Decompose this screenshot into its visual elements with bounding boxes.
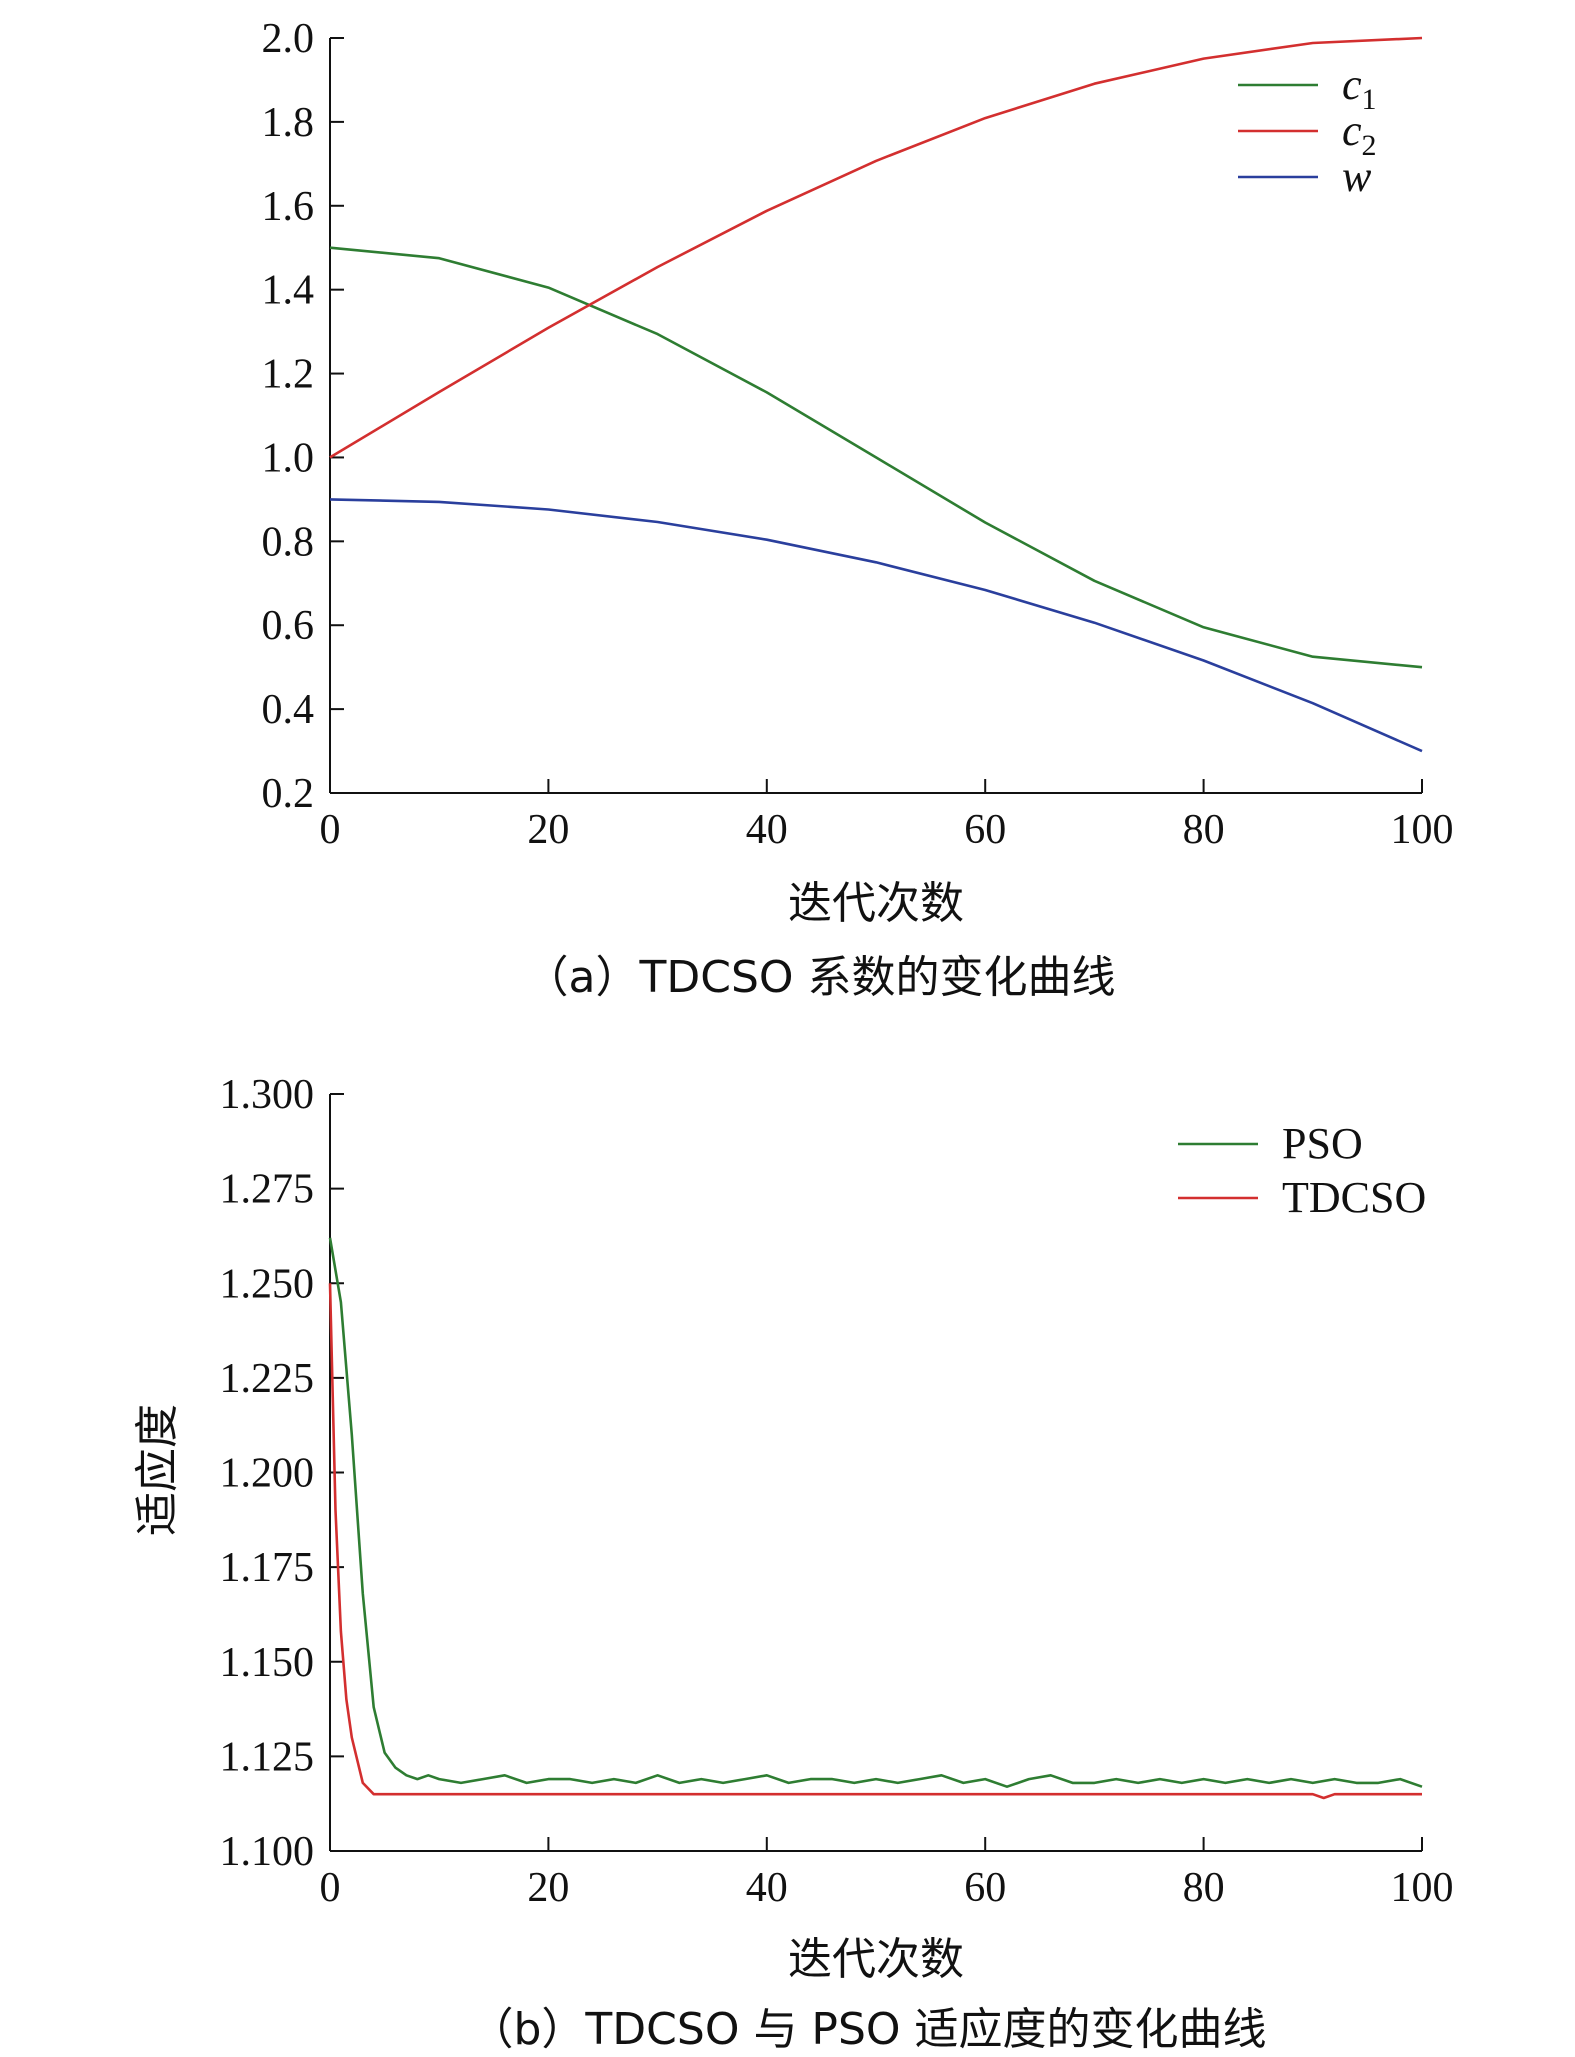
x-tick-label: 40 xyxy=(746,1865,788,1911)
series-lines xyxy=(329,36,1423,753)
chart-caption: （b）TDCSO 与 PSO 适应度的变化曲线 xyxy=(469,2004,1266,2055)
series-line-c2 xyxy=(329,36,1423,459)
y-tick-label: 0.8 xyxy=(262,519,315,565)
x-tick-label: 100 xyxy=(1391,807,1454,853)
x-tick-label: 20 xyxy=(527,807,569,853)
series-line-pso xyxy=(328,1237,1423,1788)
series-lines xyxy=(328,1237,1423,1800)
y-tick-label: 1.0 xyxy=(262,435,315,481)
y-tick-label: 1.250 xyxy=(220,1261,315,1307)
y-axis-ticks: 0.2 0.4 0.6 0.8 1.0 1.2 1.4 1.6 1.8 2.0 xyxy=(262,16,344,817)
y-tick-label: 1.4 xyxy=(262,268,315,314)
y-tick-label: 1.225 xyxy=(220,1356,315,1402)
x-tick-label: 80 xyxy=(1183,1865,1225,1911)
x-axis-label: 迭代次数 xyxy=(788,878,964,929)
series-line-c1 xyxy=(329,246,1423,669)
y-tick-label: 1.200 xyxy=(220,1451,315,1497)
x-axis-label: 迭代次数 xyxy=(788,1934,964,1985)
y-tick-label: 1.100 xyxy=(220,1829,315,1875)
series-line-w xyxy=(329,498,1423,753)
series-line-tdcso xyxy=(328,1283,1422,1800)
x-tick-label: 20 xyxy=(527,1865,569,1911)
y-tick-label: 0.6 xyxy=(262,603,315,649)
x-axis-ticks: 0 20 40 60 80 100 xyxy=(320,1837,1454,1911)
x-tick-label: 40 xyxy=(746,807,788,853)
y-tick-label: 0.4 xyxy=(262,687,315,733)
legend-label: w xyxy=(1342,152,1372,201)
y-tick-label: 1.300 xyxy=(220,1072,315,1118)
chart-caption: （a）TDCSO 系数的变化曲线 xyxy=(525,952,1116,1003)
x-tick-label: 60 xyxy=(964,1865,1006,1911)
y-axis-ticks: 1.100 1.125 1.150 1.175 1.200 1.225 1.250 1.275… xyxy=(220,1072,344,1875)
legend-label: c2 xyxy=(1342,106,1377,162)
legend-label: c1 xyxy=(1342,60,1377,116)
x-tick-label: 0 xyxy=(320,807,341,853)
y-axis-label: 适应度 xyxy=(132,1404,183,1536)
y-tick-label: 1.175 xyxy=(220,1545,315,1591)
fitness-chart: 1.100 1.125 1.150 1.175 1.200 1.225 1.250 1.275… xyxy=(132,1072,1454,2055)
y-tick-label: 1.275 xyxy=(220,1167,315,1213)
x-tick-label: 0 xyxy=(320,1865,341,1911)
y-tick-label: 1.6 xyxy=(262,184,315,230)
y-tick-label: 1.125 xyxy=(220,1734,315,1780)
coefficient-chart: 0.2 0.4 0.6 0.8 1.0 1.2 1.4 1.6 1.8 2.0 0 20 40 60 80… xyxy=(262,16,1454,1003)
y-tick-label: 2.0 xyxy=(262,16,315,62)
y-tick-label: 1.2 xyxy=(262,352,315,398)
x-tick-label: 60 xyxy=(964,807,1006,853)
y-tick-label: 0.2 xyxy=(262,771,315,817)
x-tick-label: 100 xyxy=(1391,1865,1454,1911)
x-axis-ticks: 0 20 40 60 80 100 xyxy=(320,779,1454,853)
legend-label: TDCSO xyxy=(1282,1173,1426,1222)
y-tick-label: 1.150 xyxy=(220,1640,315,1686)
y-tick-label: 1.8 xyxy=(262,100,315,146)
legend: PSO TDCSO xyxy=(1178,1119,1426,1222)
x-tick-label: 80 xyxy=(1183,807,1225,853)
legend-label: PSO xyxy=(1282,1119,1363,1168)
